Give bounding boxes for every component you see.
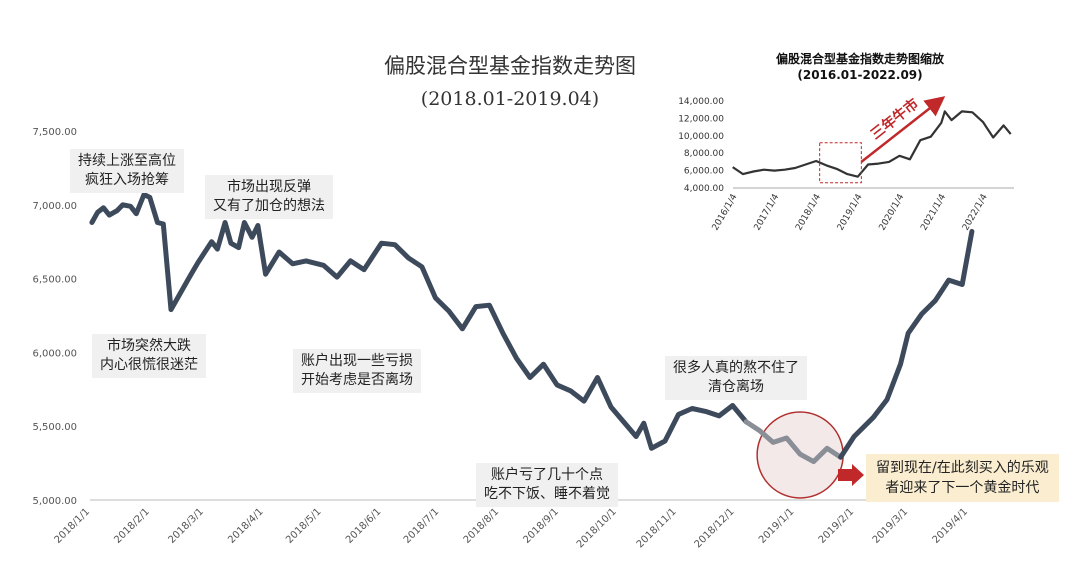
main-x-tick-label: 2018/5/1	[284, 506, 324, 546]
main-x-tick-label: 2018/11/1	[635, 506, 679, 550]
inset-zoom-box	[819, 142, 862, 184]
inset-x-tick-label: 2018/1/4	[794, 192, 823, 232]
inset-chart-subtitle: (2016.01-2022.09)	[797, 68, 923, 82]
inset-y-tick-label: 14,000.00	[678, 97, 724, 107]
inset-y-tick-label: 8,000.00	[684, 149, 724, 159]
main-y-tick-label: 6,000.00	[32, 348, 77, 359]
annotation-crash: 市场突然大跌 内心很慌很迷茫	[92, 334, 206, 378]
main-x-tick-label: 2018/7/1	[402, 506, 442, 546]
annotation-losses: 账户出现一些亏损 开始考虑是否离场	[293, 349, 421, 393]
main-y-tick-label: 5,000.00	[32, 496, 77, 507]
main-y-tick-label: 7,000.00	[32, 201, 77, 212]
main-y-tick-label: 5,500.00	[32, 422, 77, 433]
annotation-capitulate: 很多人真的熬不住了 清仓离场	[665, 356, 807, 400]
main-x-tick-label: 2018/2/1	[112, 506, 152, 546]
annotation-golden-era: 留到现在/在此刻买入的乐观 者迎来了下一个黄金时代	[866, 454, 1059, 502]
main-x-tick-label: 2018/3/1	[166, 506, 206, 546]
main-x-tick-label: 2018/12/1	[693, 506, 737, 550]
main-x-tick-label: 2018/1/1	[53, 506, 93, 546]
main-series-line	[89, 192, 749, 451]
inset-y-tick-label: 10,000.00	[678, 132, 724, 142]
inset-x-tick-label: 2022/1/4	[961, 192, 990, 232]
main-x-tick-label: 2019/2/1	[817, 506, 857, 546]
inset-chart-title: 偏股混合型基金指数走势图缩放	[775, 52, 944, 66]
main-x-tick-label: 2018/9/1	[521, 506, 561, 546]
main-x-tick-label: 2018/4/1	[226, 506, 266, 546]
inset-x-tick-label: 2019/1/4	[836, 192, 865, 232]
inset-series-line	[732, 110, 1012, 178]
inset-x-tick-label: 2021/1/4	[919, 192, 948, 232]
main-chart-title: 偏股混合型基金指数走势图	[384, 54, 636, 78]
main-series-highlight-line	[743, 419, 844, 465]
main-x-tick-label: 2018/6/1	[344, 506, 384, 546]
main-chart-subtitle: (2018.01-2019.04)	[420, 88, 600, 110]
main-x-tick-label: 2018/10/1	[575, 506, 619, 550]
main-x-tick-label: 2019/3/1	[871, 506, 911, 546]
inset-y-tick-label: 12,000.00	[678, 114, 724, 124]
main-x-tick-label: 2019/4/1	[931, 506, 971, 546]
main-series-line-recovery	[838, 228, 975, 460]
bull-market-arrow-icon	[860, 96, 946, 163]
annotation-rebound: 市场出现反弹 又有了加仓的想法	[205, 175, 333, 219]
inset-x-tick-label: 2020/1/4	[878, 192, 907, 232]
inset-y-tick-label: 4,000.00	[684, 184, 724, 194]
annotation-peak: 持续上涨至高位 疯狂入场抢筹	[70, 149, 184, 193]
inset-y-tick-label: 6,000.00	[684, 167, 724, 177]
main-x-tick-label: 2018/8/1	[462, 506, 502, 546]
inset-x-tick-label: 2017/1/4	[753, 192, 782, 232]
main-x-tick-label: 2019/1/1	[757, 506, 797, 546]
golden-era-arrow-icon	[838, 464, 864, 486]
annotation-big-loss: 账户亏了几十个点 吃不下饭、睡不着觉	[476, 463, 618, 507]
inset-x-tick-label: 2016/1/4	[711, 192, 740, 232]
main-y-tick-label: 6,500.00	[32, 275, 77, 286]
main-y-tick-label: 7,500.00	[32, 127, 77, 138]
